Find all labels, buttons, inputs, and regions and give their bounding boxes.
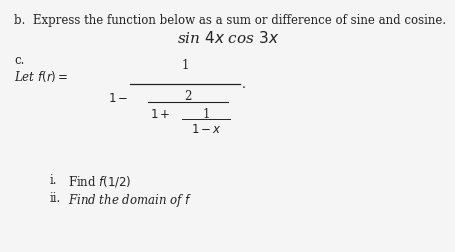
Text: Find the domain of $f$: Find the domain of $f$ (68, 192, 192, 209)
Text: $1 +$: $1 +$ (150, 108, 170, 121)
Text: c.: c. (14, 54, 24, 67)
Text: 2: 2 (184, 90, 191, 103)
Text: 1: 1 (181, 59, 188, 72)
Text: 1: 1 (202, 108, 209, 121)
Text: i.: i. (50, 174, 57, 187)
Text: b.  Express the function below as a sum or difference of sine and cosine.: b. Express the function below as a sum o… (14, 14, 445, 27)
Text: ii.: ii. (50, 192, 61, 205)
Text: $1 - x$: $1 - x$ (190, 123, 221, 136)
Text: Find $f(1/2)$: Find $f(1/2)$ (68, 174, 131, 189)
Text: sin $4x$ cos $3x$: sin $4x$ cos $3x$ (177, 30, 278, 46)
Text: $1 -$: $1 -$ (108, 92, 128, 105)
Text: Let $f(r) =$: Let $f(r) =$ (14, 69, 68, 84)
Text: .: . (242, 78, 245, 90)
